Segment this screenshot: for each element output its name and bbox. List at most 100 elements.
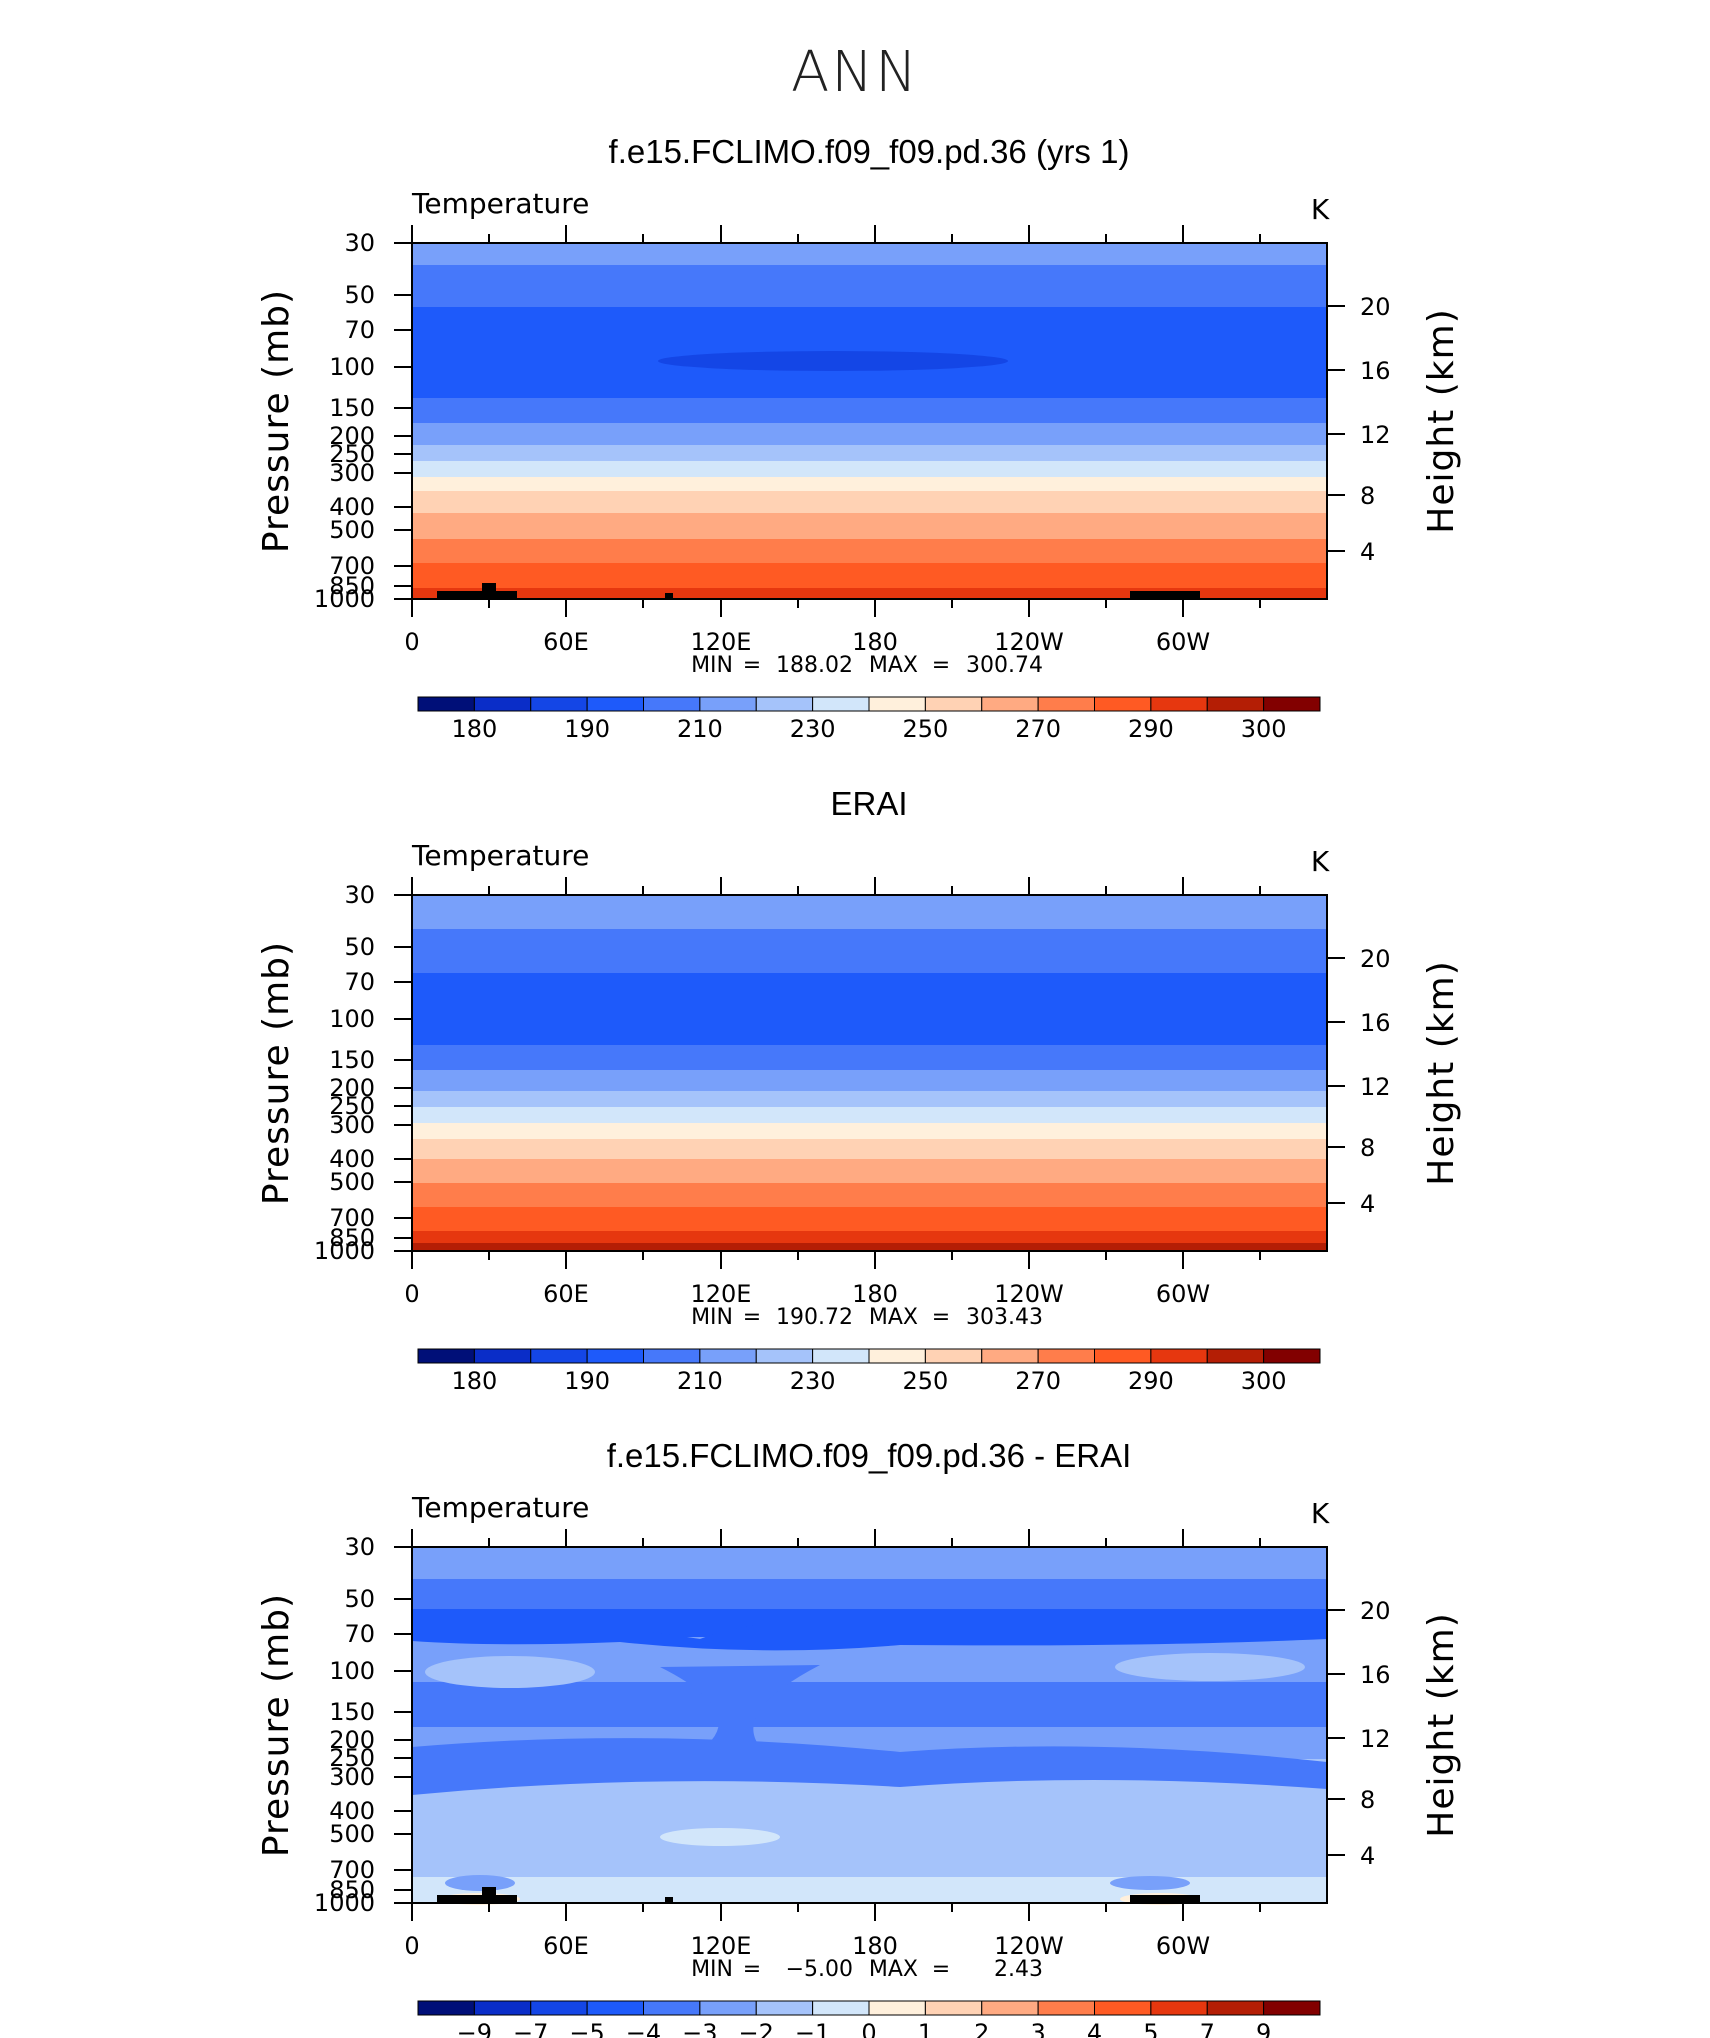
colorbar-label: 5: [1143, 2019, 1158, 2038]
contour-band: [412, 1107, 1327, 1123]
equals-sign: =: [932, 1957, 950, 1982]
y-tick-label: 250: [329, 1744, 375, 1772]
contour-band: [412, 1809, 1327, 1877]
contour-band: [412, 563, 1327, 588]
colorbar-swatch: [530, 1348, 588, 1364]
contour-band: [412, 1070, 1327, 1091]
max-value: 303.43: [966, 1305, 1043, 1330]
units-label: K: [1311, 845, 1330, 878]
colorbar-swatch: [1094, 696, 1152, 712]
equals-sign: =: [743, 653, 761, 678]
contour-band: [412, 1045, 1327, 1070]
colorbar-label: 270: [1015, 715, 1061, 743]
topography-mask: [437, 1895, 517, 1903]
colorbar-swatch: [981, 2000, 1039, 2016]
contour-band: [412, 265, 1327, 307]
x-tick-label: 180: [852, 1932, 898, 1960]
colorbar-swatch: [530, 2000, 588, 2016]
y-tick-label: 500: [329, 1820, 375, 1848]
colorbar-swatch: [812, 1348, 870, 1364]
y2-tick-label: 16: [1360, 1009, 1391, 1037]
topography-mask: [1130, 1895, 1200, 1903]
colorbar-swatch: [473, 1348, 532, 1364]
topography-mask: [482, 1887, 496, 1903]
colorbar-swatch: [1206, 696, 1265, 712]
y-tick-label: 150: [329, 1046, 375, 1074]
colorbar-label: −4: [626, 2019, 661, 2038]
colorbar-label: 1: [918, 2019, 933, 2038]
plot-frame: [411, 1546, 1328, 1904]
plot-frame: [411, 242, 1328, 600]
min-value: 188.02: [776, 653, 853, 678]
colorbar-swatch: [586, 1348, 644, 1364]
contour-band: [412, 973, 1327, 1045]
panel-title: ERAI: [830, 785, 907, 822]
contour-band: [412, 1682, 1327, 1727]
colorbar-swatch: [1206, 2000, 1265, 2016]
contour-band: [412, 1738, 1327, 1795]
y-tick-label: 50: [344, 1585, 375, 1613]
colorbar-swatch: [417, 696, 475, 712]
colorbar: 180 190 210 230 250 270 290 300: [417, 1348, 1321, 1395]
x-tick-label: 0: [404, 628, 419, 656]
y2-axis-title: Height (km): [1421, 1612, 1462, 1837]
colorbar-swatch: [981, 1348, 1039, 1364]
y2-tick-label: 8: [1360, 1134, 1375, 1162]
y-tick-label: 700: [329, 1856, 375, 1884]
equals-sign: =: [932, 1305, 950, 1330]
contour-band: [412, 445, 1327, 461]
x-tick-label: 120E: [691, 1280, 752, 1308]
contour-band: [412, 1618, 1327, 1651]
colorbar-swatch: [643, 2000, 701, 2016]
x-tick-label: 120W: [994, 1280, 1064, 1308]
y-tick-label: 100: [329, 353, 375, 381]
x-tick-label: 120E: [691, 1932, 752, 1960]
y-axis-title: Pressure (mb): [256, 941, 297, 1205]
x-tick-label: 180: [852, 1280, 898, 1308]
colorbar-swatch: [924, 696, 983, 712]
x-tick-label: 60E: [543, 1932, 589, 1960]
contour-band: [412, 491, 1327, 513]
y2-tick-label: 20: [1360, 945, 1391, 973]
y-tick-label: 500: [329, 516, 375, 544]
y2-tick-label: 4: [1360, 1842, 1375, 1870]
colorbar-swatch: [643, 696, 701, 712]
y-axis-title: Pressure (mb): [256, 289, 297, 553]
colorbar-swatch: [1150, 2000, 1208, 2016]
colorbar-swatch: [755, 1348, 814, 1364]
colorbar-label: 250: [902, 715, 948, 743]
min-label: MIN: [691, 1957, 733, 1982]
contour-band: [412, 1207, 1327, 1231]
x-tick-label: 60W: [1156, 1280, 1210, 1308]
colorbar-label: 300: [1241, 1367, 1287, 1395]
colorbar: 180 190 210 230 250 270 290 300: [417, 696, 1321, 743]
colorbar-swatch: [530, 696, 588, 712]
contour-blob: [445, 1875, 515, 1891]
topography-mask: [665, 593, 673, 599]
equals-sign: =: [743, 1957, 761, 1982]
max-value: 300.74: [966, 653, 1043, 678]
contour-band: [412, 1139, 1327, 1159]
y-tick-label: 300: [329, 1111, 375, 1139]
y2-tick-label: 20: [1360, 293, 1391, 321]
equals-sign: =: [743, 1305, 761, 1330]
contour-band: [412, 461, 1327, 477]
colorbar-swatch: [417, 1348, 475, 1364]
y-tick-label: 50: [344, 933, 375, 961]
panel-2: 0 60E 120E 180 120W 60W3050701001502002503004…: [256, 785, 1462, 1395]
min-value: 190.72: [776, 1305, 853, 1330]
colorbar-swatch: [699, 2000, 757, 2016]
contour-band: [412, 539, 1327, 563]
colorbar-label: 3: [1030, 2019, 1045, 2038]
colorbar-label: −9: [457, 2019, 492, 2038]
y-tick-label: 1000: [314, 1889, 375, 1917]
field-label: Temperature: [411, 839, 589, 872]
topography-mask: [437, 591, 517, 599]
y2-tick-label: 4: [1360, 538, 1375, 566]
y-tick-label: 300: [329, 459, 375, 487]
colorbar-swatch: [1206, 1348, 1265, 1364]
y-tick-label: 500: [329, 1168, 375, 1196]
min-value: −5.00: [786, 1957, 853, 1982]
colorbar-label: 190: [564, 715, 610, 743]
